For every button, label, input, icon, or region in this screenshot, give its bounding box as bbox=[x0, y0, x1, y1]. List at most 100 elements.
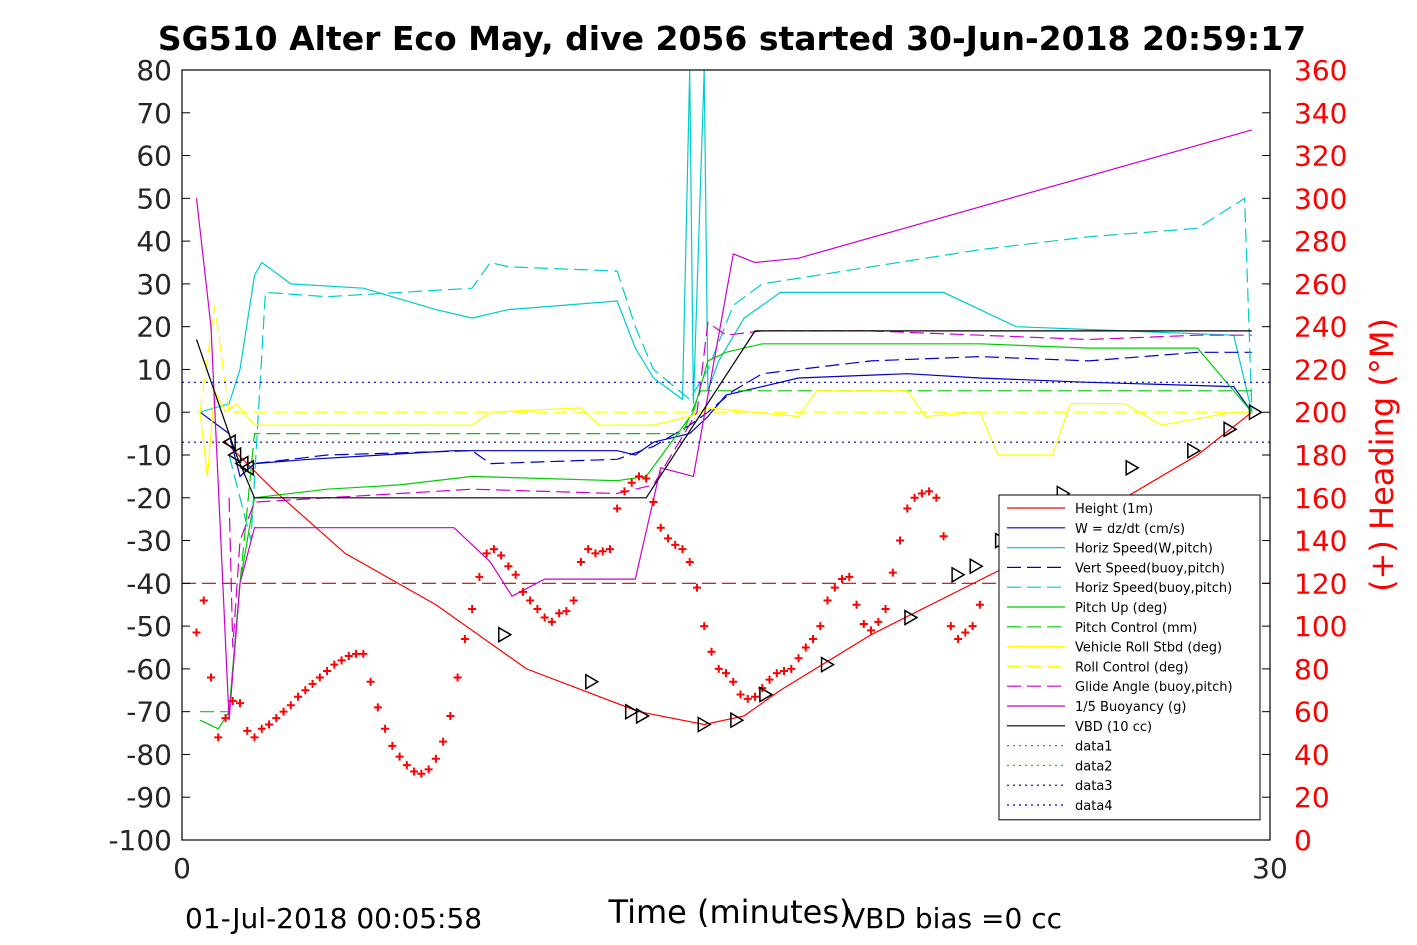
heading-point-54 bbox=[584, 545, 593, 554]
y-right-tick-label-10: 160 bbox=[1294, 482, 1347, 515]
x-axis-label: Time (minutes) bbox=[608, 893, 852, 931]
legend-label-2: Horiz Speed(W,pitch) bbox=[1075, 542, 1213, 557]
legend-label-10: 1/5 Buoyancy (g) bbox=[1075, 700, 1186, 715]
heading-point-93 bbox=[867, 626, 876, 635]
heading-point-68 bbox=[685, 557, 694, 566]
legend-label-7: Vehicle Roll Stbd (deg) bbox=[1075, 641, 1222, 656]
heading-point-65 bbox=[663, 534, 672, 543]
heading-point-84 bbox=[801, 643, 810, 652]
heading-point-1 bbox=[199, 596, 208, 605]
heading-point-46 bbox=[526, 596, 535, 605]
heading-point-71 bbox=[707, 647, 716, 656]
triangle-left-1 bbox=[227, 446, 242, 464]
heading-point-95 bbox=[881, 605, 890, 613]
series-line-9 bbox=[228, 321, 1252, 648]
heading-point-43 bbox=[504, 562, 513, 571]
heading-point-100 bbox=[917, 489, 926, 498]
heading-point-83 bbox=[794, 654, 803, 663]
legend-label-0: Height (1m) bbox=[1075, 502, 1153, 517]
triangle-left-0 bbox=[221, 433, 236, 451]
legend-label-6: Pitch Control (mm) bbox=[1075, 621, 1197, 636]
heading-point-2 bbox=[207, 673, 216, 682]
heading-point-19 bbox=[330, 660, 339, 669]
heading-point-26 bbox=[381, 724, 390, 733]
y-right-tick-label-18: 0 bbox=[1294, 824, 1312, 857]
heading-point-15 bbox=[301, 686, 310, 695]
heading-point-12 bbox=[279, 707, 288, 716]
legend-label-8: Roll Control (deg) bbox=[1075, 660, 1189, 675]
y-right-tick-label-12: 120 bbox=[1294, 567, 1347, 600]
series-line-11 bbox=[195, 330, 1252, 499]
heading-point-38 bbox=[468, 605, 477, 613]
y-tick-label-3: 50 bbox=[136, 182, 172, 215]
legend-box bbox=[998, 494, 1261, 821]
heading-point-6 bbox=[236, 699, 245, 708]
x-tick-label-0: 0 bbox=[173, 852, 191, 885]
heading-point-55 bbox=[591, 549, 600, 558]
heading-point-89 bbox=[838, 575, 847, 584]
triangle-right-6 bbox=[759, 686, 774, 703]
heading-point-88 bbox=[830, 583, 839, 592]
triangle-right-9 bbox=[951, 566, 966, 584]
triangle-right-2 bbox=[624, 703, 640, 720]
heading-point-86 bbox=[816, 622, 825, 631]
heading-point-99 bbox=[910, 493, 919, 502]
y-right-tick-label-4: 280 bbox=[1294, 225, 1347, 258]
triangle-right-5 bbox=[730, 711, 745, 729]
heading-point-64 bbox=[656, 523, 665, 532]
heading-point-101 bbox=[925, 487, 934, 496]
heading-point-61 bbox=[634, 472, 643, 481]
heading-point-76 bbox=[743, 694, 752, 703]
heading-point-17 bbox=[315, 673, 324, 682]
heading-point-103 bbox=[939, 532, 948, 541]
x-tick-label-1: 30 bbox=[1252, 852, 1288, 885]
series-line-2 bbox=[199, 69, 1253, 413]
heading-point-107 bbox=[968, 622, 977, 631]
triangle-right-10 bbox=[969, 557, 984, 575]
heading-point-105 bbox=[954, 634, 963, 643]
series-line-3 bbox=[239, 351, 1252, 477]
y-right-tick-label-8: 200 bbox=[1294, 396, 1347, 429]
y-tick-label-10: -20 bbox=[126, 482, 172, 515]
triangle-right-8 bbox=[904, 609, 919, 626]
heading-point-73 bbox=[722, 669, 730, 678]
y-right-tick-label-0: 360 bbox=[1294, 54, 1347, 87]
heading-point-39 bbox=[475, 572, 484, 581]
heading-point-58 bbox=[613, 504, 622, 513]
heading-point-74 bbox=[729, 677, 738, 686]
y-tick-label-6: 20 bbox=[136, 311, 172, 344]
heading-point-18 bbox=[323, 667, 332, 676]
heading-point-98 bbox=[903, 504, 912, 513]
y-tick-label-11: -30 bbox=[126, 525, 172, 558]
heading-point-77 bbox=[751, 692, 760, 701]
heading-point-69 bbox=[692, 583, 701, 592]
y-right-tick-label-14: 80 bbox=[1294, 653, 1330, 686]
right-axis-label: (+) Heading (°M) bbox=[1363, 318, 1401, 592]
heading-point-7 bbox=[243, 726, 252, 735]
legend-label-1: W = dz/dt (cm/s) bbox=[1075, 522, 1185, 537]
y-tick-label-1: 70 bbox=[136, 97, 172, 130]
heading-point-3 bbox=[214, 733, 223, 742]
series-line-10 bbox=[195, 129, 1253, 721]
legend-label-15: data4 bbox=[1075, 799, 1113, 814]
heading-point-63 bbox=[649, 498, 658, 507]
heading-point-37 bbox=[460, 634, 469, 643]
heading-point-25 bbox=[373, 703, 382, 712]
heading-point-62 bbox=[642, 474, 651, 483]
y-right-tick-label-9: 180 bbox=[1294, 439, 1347, 472]
heading-point-27 bbox=[388, 741, 397, 750]
heading-point-34 bbox=[439, 737, 448, 746]
series-line-4 bbox=[228, 197, 1253, 541]
y-right-tick-label-3: 300 bbox=[1294, 182, 1347, 215]
heading-point-81 bbox=[780, 667, 789, 676]
heading-point-106 bbox=[961, 628, 970, 637]
heading-point-94 bbox=[874, 617, 883, 626]
y-tick-label-15: -70 bbox=[126, 696, 172, 729]
legend-label-4: Horiz Speed(buoy,pitch) bbox=[1075, 581, 1232, 596]
heading-point-0 bbox=[192, 628, 201, 637]
triangle-right-13 bbox=[1125, 459, 1140, 477]
triangle-right-16 bbox=[1248, 403, 1263, 421]
heading-point-29 bbox=[402, 761, 411, 770]
y-right-tick-label-15: 60 bbox=[1294, 696, 1330, 729]
